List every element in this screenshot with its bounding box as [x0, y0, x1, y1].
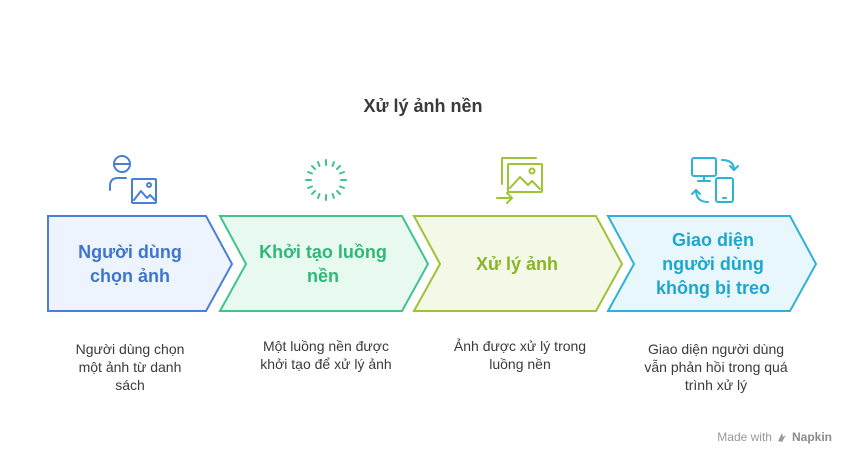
step-3-description: Ảnh được xử lý trong luồng nền: [453, 338, 587, 372]
napkin-brand-text: Napkin: [791, 430, 832, 444]
napkin-watermark: Made with Napkin: [717, 430, 832, 444]
diagram-title: Xử lý ảnh nền: [363, 96, 483, 116]
step-4-label-text: Giao diện người dùng không bị treo: [656, 229, 770, 298]
step-1-description: Người dùng chọn một ảnh từ danh sách: [75, 341, 185, 393]
step-2-label: Khởi tạo luồng nền: [248, 216, 398, 311]
step-1-label-text: Người dùng chọn ảnh: [78, 241, 182, 286]
step-4-chevron: [606, 215, 818, 312]
step-2-description: Một luồng nền được khởi tạo để xử lý ảnh: [260, 338, 392, 372]
napkin-logo-icon: [777, 433, 786, 442]
image-gallery-icon: [496, 157, 543, 204]
step-4-label: Giao diện người dùng không bị treo: [636, 216, 790, 311]
device-sync-icon: [691, 157, 739, 203]
step-2-label-text: Khởi tạo luồng nền: [259, 241, 387, 286]
step-3-label: Xử lý ảnh: [442, 216, 592, 311]
step-3-chevron: [412, 215, 624, 312]
step-1-label: Người dùng chọn ảnh: [60, 216, 200, 311]
step-4-description: Giao diện người dùng vẫn phản hồi trong …: [644, 341, 788, 393]
user-image-icon: [109, 155, 157, 204]
step-2-chevron: [218, 215, 430, 312]
step-1-chevron: [47, 215, 234, 312]
step-3-label-text: Xử lý ảnh: [475, 253, 559, 274]
made-with-text: Made with: [717, 430, 772, 444]
loading-spinner-icon: [305, 159, 347, 201]
